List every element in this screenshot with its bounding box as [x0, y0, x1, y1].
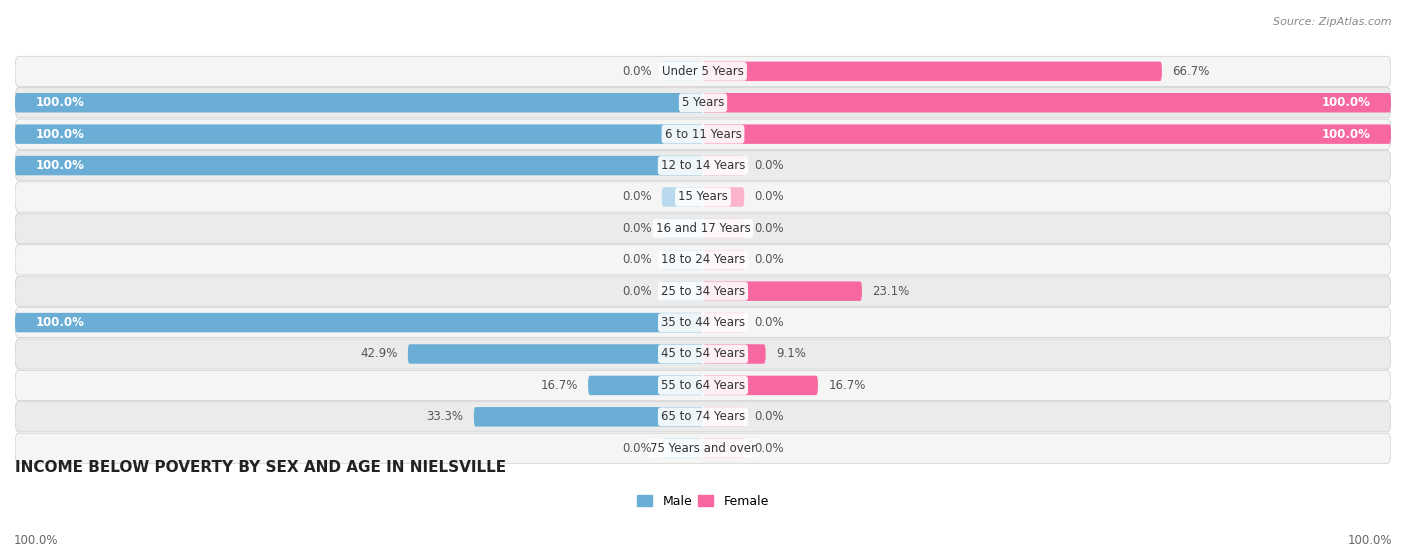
Text: 0.0%: 0.0% — [621, 253, 651, 266]
FancyBboxPatch shape — [703, 61, 1161, 81]
Text: 0.0%: 0.0% — [755, 316, 785, 329]
Text: 100.0%: 100.0% — [35, 128, 84, 141]
FancyBboxPatch shape — [662, 439, 703, 458]
Text: 0.0%: 0.0% — [755, 410, 785, 424]
FancyBboxPatch shape — [15, 371, 1391, 401]
Text: 0.0%: 0.0% — [755, 442, 785, 455]
Text: 100.0%: 100.0% — [1322, 128, 1371, 141]
Text: 6 to 11 Years: 6 to 11 Years — [665, 128, 741, 141]
Text: 100.0%: 100.0% — [1347, 534, 1392, 547]
FancyBboxPatch shape — [703, 281, 862, 301]
Text: 35 to 44 Years: 35 to 44 Years — [661, 316, 745, 329]
FancyBboxPatch shape — [703, 344, 766, 364]
FancyBboxPatch shape — [15, 93, 703, 113]
Text: 66.7%: 66.7% — [1173, 65, 1209, 78]
Text: 16.7%: 16.7% — [828, 379, 866, 392]
Text: 16.7%: 16.7% — [540, 379, 578, 392]
Text: 5 Years: 5 Years — [682, 96, 724, 109]
FancyBboxPatch shape — [703, 219, 744, 238]
FancyBboxPatch shape — [703, 250, 744, 270]
FancyBboxPatch shape — [15, 402, 1391, 432]
Text: 100.0%: 100.0% — [35, 316, 84, 329]
FancyBboxPatch shape — [15, 124, 703, 144]
FancyBboxPatch shape — [662, 187, 703, 206]
FancyBboxPatch shape — [703, 439, 744, 458]
Text: 100.0%: 100.0% — [35, 96, 84, 109]
Text: 9.1%: 9.1% — [776, 348, 806, 360]
FancyBboxPatch shape — [703, 187, 744, 206]
FancyBboxPatch shape — [15, 213, 1391, 243]
Text: 100.0%: 100.0% — [35, 159, 84, 172]
FancyBboxPatch shape — [474, 407, 703, 426]
Text: 0.0%: 0.0% — [621, 65, 651, 78]
Text: Source: ZipAtlas.com: Source: ZipAtlas.com — [1274, 17, 1392, 27]
Text: 100.0%: 100.0% — [14, 534, 59, 547]
FancyBboxPatch shape — [15, 339, 1391, 369]
FancyBboxPatch shape — [408, 344, 703, 364]
FancyBboxPatch shape — [15, 56, 1391, 86]
Text: 15 Years: 15 Years — [678, 190, 728, 204]
FancyBboxPatch shape — [662, 61, 703, 81]
Text: 0.0%: 0.0% — [621, 442, 651, 455]
Text: 0.0%: 0.0% — [621, 190, 651, 204]
FancyBboxPatch shape — [15, 182, 1391, 212]
Text: 25 to 34 Years: 25 to 34 Years — [661, 285, 745, 297]
Text: 12 to 14 Years: 12 to 14 Years — [661, 159, 745, 172]
FancyBboxPatch shape — [15, 245, 1391, 275]
FancyBboxPatch shape — [703, 156, 744, 175]
Text: 0.0%: 0.0% — [755, 159, 785, 172]
FancyBboxPatch shape — [15, 156, 703, 175]
Text: 0.0%: 0.0% — [621, 285, 651, 297]
Text: 16 and 17 Years: 16 and 17 Years — [655, 222, 751, 235]
FancyBboxPatch shape — [15, 313, 703, 333]
FancyBboxPatch shape — [703, 376, 818, 395]
FancyBboxPatch shape — [15, 433, 1391, 463]
FancyBboxPatch shape — [703, 124, 1391, 144]
FancyBboxPatch shape — [588, 376, 703, 395]
Text: Under 5 Years: Under 5 Years — [662, 65, 744, 78]
Text: 75 Years and over: 75 Years and over — [650, 442, 756, 455]
Text: 0.0%: 0.0% — [755, 222, 785, 235]
FancyBboxPatch shape — [662, 281, 703, 301]
FancyBboxPatch shape — [15, 276, 1391, 306]
Text: INCOME BELOW POVERTY BY SEX AND AGE IN NIELSVILLE: INCOME BELOW POVERTY BY SEX AND AGE IN N… — [15, 460, 506, 475]
FancyBboxPatch shape — [662, 219, 703, 238]
FancyBboxPatch shape — [15, 307, 1391, 338]
FancyBboxPatch shape — [662, 250, 703, 270]
Legend: Male, Female: Male, Female — [633, 490, 773, 513]
Text: 0.0%: 0.0% — [755, 253, 785, 266]
Text: 0.0%: 0.0% — [755, 190, 785, 204]
FancyBboxPatch shape — [15, 151, 1391, 181]
Text: 100.0%: 100.0% — [1322, 96, 1371, 109]
Text: 55 to 64 Years: 55 to 64 Years — [661, 379, 745, 392]
FancyBboxPatch shape — [703, 407, 744, 426]
Text: 33.3%: 33.3% — [426, 410, 464, 424]
FancyBboxPatch shape — [703, 93, 1391, 113]
Text: 0.0%: 0.0% — [621, 222, 651, 235]
FancyBboxPatch shape — [15, 119, 1391, 149]
Text: 45 to 54 Years: 45 to 54 Years — [661, 348, 745, 360]
Text: 42.9%: 42.9% — [360, 348, 398, 360]
FancyBboxPatch shape — [703, 313, 744, 333]
FancyBboxPatch shape — [15, 88, 1391, 118]
Text: 18 to 24 Years: 18 to 24 Years — [661, 253, 745, 266]
Text: 65 to 74 Years: 65 to 74 Years — [661, 410, 745, 424]
Text: 23.1%: 23.1% — [872, 285, 910, 297]
